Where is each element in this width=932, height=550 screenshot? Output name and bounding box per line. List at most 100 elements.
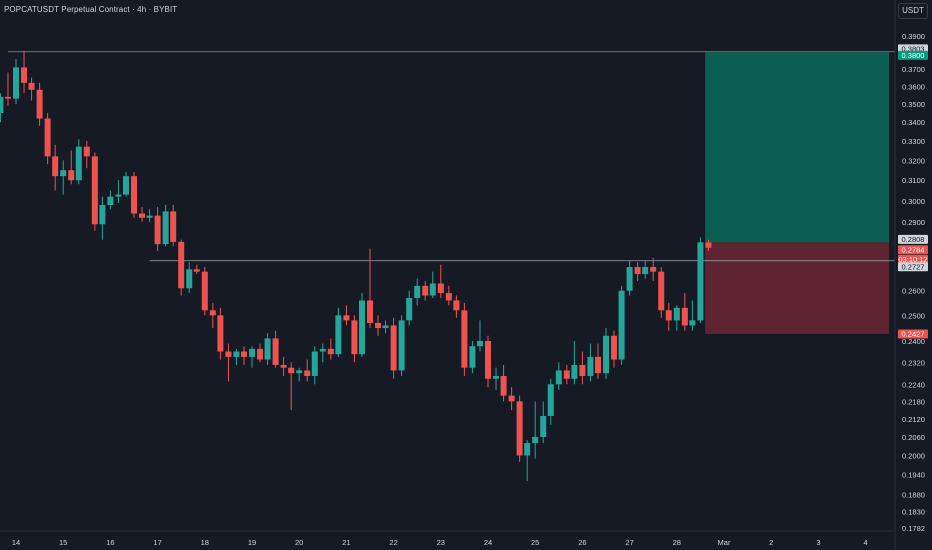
time-tick-label: 21	[342, 538, 350, 547]
candle-body	[28, 82, 35, 90]
price-tick-label: 0.3200	[902, 156, 925, 165]
price-label-text: 0.2427	[902, 330, 925, 339]
candle-body	[13, 67, 19, 99]
candle-body	[516, 401, 523, 456]
candle-body	[406, 297, 413, 321]
candle-body	[280, 364, 287, 368]
candle-body	[579, 364, 586, 376]
candle-body	[658, 271, 665, 311]
candle-body	[571, 364, 578, 379]
time-tick-label: 20	[295, 538, 303, 547]
candle-body	[367, 300, 373, 323]
price-tick-label: 0.3500	[902, 100, 925, 109]
candle-body	[375, 322, 382, 329]
candle-body	[91, 156, 98, 225]
candle-body	[178, 241, 185, 289]
price-label-text: 0.2784	[902, 246, 925, 255]
candle-body	[390, 325, 397, 371]
time-tick-label: 4	[864, 538, 868, 547]
candle-body	[547, 384, 554, 416]
time-tick-label: 26	[578, 538, 586, 547]
price-tick-label: 0.3700	[902, 65, 925, 74]
candle-body	[0, 96, 4, 114]
candle-body	[642, 266, 649, 275]
candle-body	[343, 315, 350, 321]
time-tick-label: 22	[389, 538, 397, 547]
candle-body	[249, 348, 255, 357]
candle-body	[634, 266, 641, 275]
candle-body	[107, 196, 114, 206]
candle-body	[673, 307, 680, 321]
price-tick-label: 0.2500	[902, 311, 925, 320]
candle-body	[351, 320, 358, 355]
time-tick-label: 18	[201, 538, 209, 547]
candle-body	[75, 146, 82, 181]
currency-button[interactable]: USDT	[898, 3, 928, 19]
time-tick-label: 17	[153, 538, 161, 547]
price-tick-label: 0.2600	[902, 287, 925, 296]
candle-body	[193, 269, 200, 272]
candle-body	[705, 242, 712, 248]
candle-body	[115, 194, 122, 197]
candle-body	[319, 348, 326, 352]
candle-body	[398, 320, 405, 371]
candle-body	[225, 351, 232, 357]
candle-body	[358, 300, 365, 355]
price-tick-label: 0.3100	[902, 176, 925, 185]
candle-body	[170, 211, 177, 242]
candle-body	[524, 443, 531, 456]
candle-body	[146, 215, 153, 218]
time-tick-label: 15	[59, 538, 67, 547]
price-label-badge	[898, 329, 928, 339]
candle-body	[697, 242, 704, 321]
price-tick-label: 0.2120	[902, 415, 925, 424]
candle-body	[233, 351, 240, 357]
candle-body	[99, 205, 106, 225]
price-label-text: 03:10:12	[898, 255, 927, 264]
candle-body	[618, 290, 625, 360]
price-tick-label: 0.3400	[902, 118, 925, 127]
candle-body	[154, 215, 161, 245]
time-tick-label: 16	[106, 538, 114, 547]
candle-body	[209, 310, 216, 316]
candle-body	[288, 367, 295, 374]
candle-body	[689, 320, 696, 326]
candle-body	[272, 338, 279, 365]
time-tick-label: 3	[816, 538, 820, 547]
candle-body	[469, 346, 476, 368]
candle-body	[240, 351, 247, 357]
price-label-badge	[898, 234, 928, 244]
candle-body	[422, 285, 429, 296]
candle-body	[201, 271, 208, 311]
candle-body	[44, 118, 51, 157]
candle-body	[68, 170, 75, 181]
candle-body	[555, 370, 562, 385]
candle-body	[508, 395, 515, 402]
candle-body	[83, 146, 90, 157]
price-tick-label: 0.1782	[902, 524, 925, 533]
price-label-text: 0.3803	[902, 45, 925, 54]
price-tick-label: 0.1830	[902, 507, 925, 516]
candle-body	[626, 266, 633, 291]
candle-body	[60, 170, 67, 177]
price-tick-label: 0.1940	[902, 471, 925, 480]
candle-body	[327, 348, 334, 355]
time-tick-label: 25	[531, 538, 539, 547]
candle-body	[540, 415, 547, 437]
candle-body	[485, 340, 491, 379]
price-label-badge	[898, 262, 928, 272]
price-label-badge	[898, 50, 928, 60]
stop-zone	[705, 242, 889, 334]
candle-body	[4, 96, 11, 99]
candle-body	[681, 307, 688, 326]
candle-body	[493, 375, 500, 379]
price-tick-label: 0.3600	[902, 82, 925, 91]
candle-body	[594, 356, 601, 374]
price-tick-label: 0.2240	[902, 380, 925, 389]
time-tick-label: 27	[625, 538, 633, 547]
candle-body	[650, 266, 657, 272]
candle-body	[382, 325, 389, 329]
candle-body	[445, 293, 452, 301]
